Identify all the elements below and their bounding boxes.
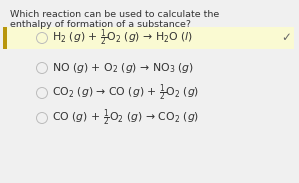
FancyBboxPatch shape (3, 27, 294, 49)
Text: NO $(g)$ + O$_2$ $(g)$ → NO$_3$ $(g)$: NO $(g)$ + O$_2$ $(g)$ → NO$_3$ $(g)$ (52, 61, 194, 75)
Text: CO $(g)$ + $\frac{1}{2}$O$_2$ $(g)$ → CO$_2$ $(g)$: CO $(g)$ + $\frac{1}{2}$O$_2$ $(g)$ → CO… (52, 107, 199, 129)
FancyBboxPatch shape (3, 27, 7, 49)
Text: enthalpy of formation of a substance?: enthalpy of formation of a substance? (10, 20, 191, 29)
Text: H$_2$ $(g)$ + $\frac{1}{2}$O$_2$ $(g)$ → H$_2$O $(l)$: H$_2$ $(g)$ + $\frac{1}{2}$O$_2$ $(g)$ →… (52, 27, 193, 49)
Text: CO$_2$ $(g)$ → CO $(g)$ + $\frac{1}{2}$O$_2$ $(g)$: CO$_2$ $(g)$ → CO $(g)$ + $\frac{1}{2}$O… (52, 82, 199, 104)
Text: Which reaction can be used to calculate the: Which reaction can be used to calculate … (10, 10, 219, 19)
Text: ✓: ✓ (281, 31, 291, 44)
